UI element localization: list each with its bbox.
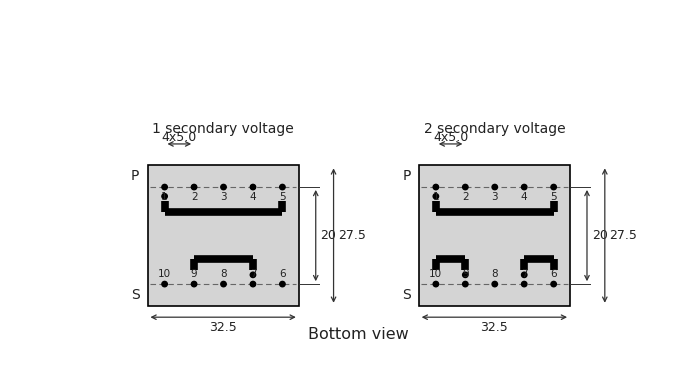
Circle shape bbox=[463, 272, 468, 278]
Circle shape bbox=[191, 282, 197, 287]
Circle shape bbox=[551, 185, 556, 190]
Text: 8: 8 bbox=[220, 269, 227, 280]
Text: 20: 20 bbox=[592, 229, 608, 242]
Text: P: P bbox=[402, 169, 411, 183]
Circle shape bbox=[251, 282, 256, 287]
Text: 6: 6 bbox=[550, 269, 557, 280]
Text: 10: 10 bbox=[429, 269, 442, 280]
Circle shape bbox=[191, 185, 197, 190]
Circle shape bbox=[220, 282, 226, 287]
Text: 1: 1 bbox=[161, 192, 168, 202]
Text: 2: 2 bbox=[190, 192, 197, 202]
Circle shape bbox=[463, 282, 468, 287]
Circle shape bbox=[492, 282, 498, 287]
Circle shape bbox=[522, 282, 527, 287]
Circle shape bbox=[433, 194, 439, 199]
Text: 27.5: 27.5 bbox=[338, 229, 366, 242]
Text: 1: 1 bbox=[433, 192, 439, 202]
Text: 7: 7 bbox=[521, 269, 528, 280]
Text: 6: 6 bbox=[279, 269, 286, 280]
Circle shape bbox=[433, 282, 439, 287]
Circle shape bbox=[251, 272, 256, 278]
Text: 3: 3 bbox=[491, 192, 498, 202]
Bar bbox=[148, 165, 299, 306]
Text: P: P bbox=[131, 169, 139, 183]
Text: 4x5.0: 4x5.0 bbox=[433, 131, 468, 143]
Circle shape bbox=[162, 282, 167, 287]
Text: 20: 20 bbox=[321, 229, 336, 242]
Text: 5: 5 bbox=[279, 192, 286, 202]
Text: Bottom view: Bottom view bbox=[309, 326, 409, 342]
Circle shape bbox=[463, 185, 468, 190]
Circle shape bbox=[492, 185, 498, 190]
Text: S: S bbox=[131, 288, 139, 302]
Text: 4x5.0: 4x5.0 bbox=[162, 131, 197, 143]
Circle shape bbox=[220, 185, 226, 190]
Text: 4: 4 bbox=[250, 192, 256, 202]
Text: 7: 7 bbox=[250, 269, 256, 280]
Text: 10: 10 bbox=[158, 269, 172, 280]
Bar bbox=[419, 165, 570, 306]
Circle shape bbox=[280, 282, 285, 287]
Text: 2 secondary voltage: 2 secondary voltage bbox=[424, 122, 565, 136]
Text: 4: 4 bbox=[521, 192, 528, 202]
Circle shape bbox=[433, 185, 439, 190]
Circle shape bbox=[551, 282, 556, 287]
Text: 3: 3 bbox=[220, 192, 227, 202]
Text: 9: 9 bbox=[190, 269, 197, 280]
Text: S: S bbox=[402, 288, 411, 302]
Circle shape bbox=[251, 185, 256, 190]
Text: 1 secondary voltage: 1 secondary voltage bbox=[153, 122, 294, 136]
Circle shape bbox=[522, 272, 527, 278]
Circle shape bbox=[522, 185, 527, 190]
Circle shape bbox=[280, 185, 285, 190]
Text: 5: 5 bbox=[550, 192, 557, 202]
Circle shape bbox=[162, 194, 167, 199]
Text: 2: 2 bbox=[462, 192, 468, 202]
Text: 32.5: 32.5 bbox=[480, 321, 508, 334]
Text: 32.5: 32.5 bbox=[209, 321, 237, 334]
Circle shape bbox=[162, 185, 167, 190]
Text: 8: 8 bbox=[491, 269, 498, 280]
Text: 27.5: 27.5 bbox=[610, 229, 637, 242]
Text: 9: 9 bbox=[462, 269, 468, 280]
